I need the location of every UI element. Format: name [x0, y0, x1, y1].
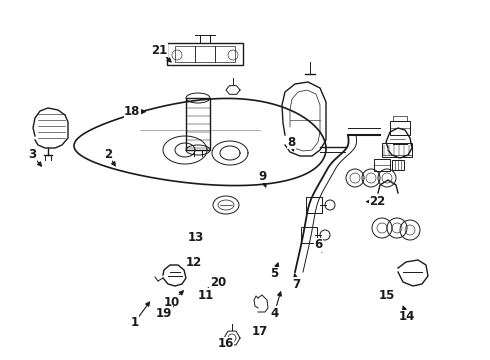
Bar	[186, 98, 210, 150]
Text: 20: 20	[210, 276, 226, 289]
Text: 14: 14	[398, 310, 415, 323]
Bar	[167, 43, 243, 65]
Text: 18: 18	[124, 105, 141, 118]
Text: 7: 7	[293, 278, 300, 291]
Text: 10: 10	[163, 296, 180, 309]
Text: 1: 1	[131, 316, 139, 329]
Text: 17: 17	[251, 325, 268, 338]
Bar	[195, 46, 215, 62]
Text: 21: 21	[151, 44, 168, 57]
Bar	[306, 197, 322, 213]
Text: 16: 16	[217, 337, 234, 350]
Bar	[374, 159, 390, 171]
Text: 2: 2	[104, 148, 112, 161]
Text: 22: 22	[369, 195, 386, 208]
Text: 3: 3	[28, 148, 36, 161]
Text: 11: 11	[197, 289, 214, 302]
Text: 15: 15	[379, 289, 395, 302]
Text: 12: 12	[185, 256, 202, 269]
Text: 9: 9	[258, 170, 266, 183]
Text: 5: 5	[270, 267, 278, 280]
Bar	[382, 143, 412, 157]
Bar	[175, 46, 195, 62]
Bar	[215, 46, 235, 62]
Bar	[301, 227, 317, 243]
Bar	[393, 116, 407, 121]
Bar	[392, 160, 404, 170]
Text: 13: 13	[188, 231, 204, 244]
Text: 8: 8	[288, 136, 295, 149]
Text: 6: 6	[315, 238, 322, 251]
Text: 19: 19	[156, 307, 172, 320]
Bar	[390, 121, 410, 135]
Text: 4: 4	[270, 307, 278, 320]
